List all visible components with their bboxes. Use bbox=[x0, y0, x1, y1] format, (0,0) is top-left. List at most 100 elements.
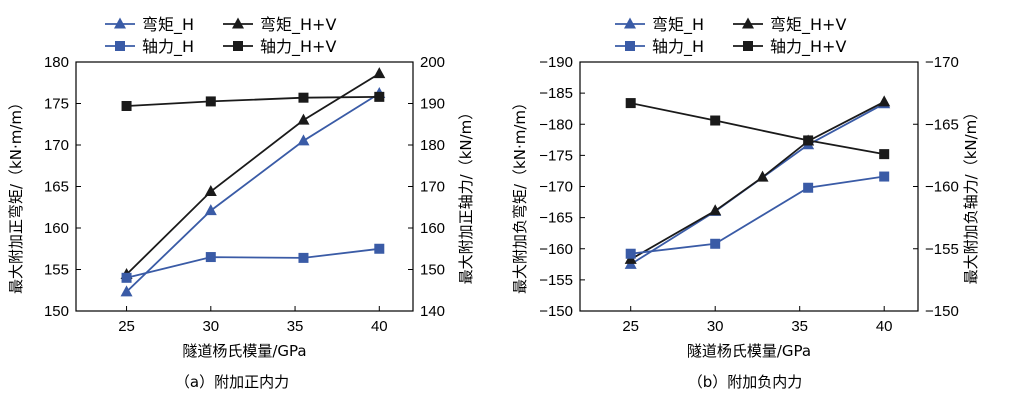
x-tick-label: 25 bbox=[622, 318, 639, 335]
series-弯矩_H+V bbox=[624, 95, 891, 264]
y-left-tick-label: −155 bbox=[539, 272, 573, 289]
y-right-tick-label: −150 bbox=[925, 303, 959, 320]
data-point bbox=[803, 135, 814, 146]
y-right-tick-label: −170 bbox=[925, 54, 959, 71]
data-point bbox=[373, 67, 386, 79]
legend-label: 轴力_H bbox=[652, 37, 704, 57]
data-point bbox=[374, 91, 385, 102]
y-right-tick-label: 160 bbox=[420, 220, 445, 237]
x-axis-label: 隧道杨氏模量/GPa bbox=[687, 342, 811, 360]
data-point bbox=[803, 182, 814, 193]
legend-swatch-marker bbox=[114, 17, 126, 29]
legend-item: 弯矩_H bbox=[105, 15, 194, 35]
legend-label: 轴力_H+V bbox=[770, 37, 846, 57]
y-left-tick-label: 150 bbox=[44, 303, 69, 320]
series-line bbox=[630, 102, 885, 155]
y-right-tick-label: 190 bbox=[420, 96, 445, 113]
x-tick-label: 25 bbox=[118, 318, 135, 335]
y-left-tick-label: 180 bbox=[44, 54, 69, 71]
x-axis-label: 隧道杨氏模量/GPa bbox=[182, 342, 306, 360]
y-left-tick-label: −190 bbox=[539, 54, 573, 71]
legend-swatch-marker bbox=[232, 17, 244, 29]
chart-panel-b: 25 30 35 40 −150 −155 −160 −165 −170 −175 −180 −185… bbox=[511, 15, 980, 391]
legend-label: 轴力_H+V bbox=[260, 37, 336, 57]
data-point bbox=[878, 95, 891, 107]
data-point bbox=[204, 204, 217, 216]
y-right-tick-label: −160 bbox=[925, 179, 959, 196]
legend-item: 轴力_H+V bbox=[223, 37, 336, 57]
x-tick-label: 40 bbox=[371, 318, 388, 335]
data-point bbox=[120, 285, 133, 297]
data-point bbox=[710, 238, 721, 249]
x-tick-label: 35 bbox=[791, 318, 808, 335]
y-left-axis-label: 最大附加正弯矩/（kN·m/m） bbox=[7, 95, 25, 294]
y-right-tick-label: −155 bbox=[925, 241, 959, 258]
data-point bbox=[879, 171, 890, 182]
data-point bbox=[709, 204, 722, 216]
legend-swatch-marker bbox=[624, 17, 636, 29]
y-left-tick-label: 155 bbox=[44, 262, 69, 279]
data-point bbox=[756, 170, 769, 182]
legend-label: 弯矩_H+V bbox=[770, 15, 846, 35]
series-弯矩_H bbox=[120, 87, 386, 297]
y-right-tick-label: 140 bbox=[420, 303, 445, 320]
y-right-tick-label: 200 bbox=[420, 54, 445, 71]
legend-label: 轴力_H bbox=[142, 37, 194, 57]
legend-swatch-marker bbox=[115, 41, 125, 51]
legend-item: 弯矩_H+V bbox=[733, 15, 846, 35]
chart-panel-a: 25 30 35 40 150 155 160 165 170 175 180 140 150 160 17… bbox=[7, 15, 475, 391]
legend-item: 弯矩_H+V bbox=[223, 15, 336, 35]
data-point bbox=[298, 92, 309, 103]
y-right-axis-label: 最大附加负轴力/（kN/m） bbox=[962, 105, 980, 285]
y-left-tick-label: −170 bbox=[539, 179, 573, 196]
series-line bbox=[125, 92, 380, 293]
legend-label: 弯矩_H bbox=[652, 15, 704, 35]
y-left-tick-label: 160 bbox=[44, 220, 69, 237]
data-point bbox=[625, 248, 636, 259]
legend-label: 弯矩_H+V bbox=[260, 15, 336, 35]
y-left-tick-label: −150 bbox=[539, 303, 573, 320]
data-point bbox=[297, 113, 310, 125]
y-left-tick-label: −160 bbox=[539, 241, 573, 258]
data-point bbox=[710, 115, 721, 126]
y-left-tick-label: 165 bbox=[44, 179, 69, 196]
legend-item: 轴力_H bbox=[615, 37, 704, 57]
series-轴力_H+V bbox=[625, 98, 890, 160]
legend: 弯矩_H 弯矩_H+V 轴力_H 轴力_H+V bbox=[105, 15, 336, 57]
panel-caption: （a）附加正内力 bbox=[175, 373, 289, 391]
y-left-tick-label: 175 bbox=[44, 96, 69, 113]
y-right-tick-label: −165 bbox=[925, 116, 959, 133]
y-left-tick-label: −180 bbox=[539, 116, 573, 133]
data-point bbox=[879, 149, 890, 160]
series-line bbox=[126, 96, 380, 107]
data-point bbox=[297, 134, 310, 146]
y-left-axis-label: 最大附加负弯矩/（kN·m/m） bbox=[511, 95, 529, 294]
data-point bbox=[374, 243, 385, 254]
legend-item: 轴力_H+V bbox=[733, 37, 846, 57]
data-point bbox=[121, 100, 132, 111]
y-left-tick-label: −165 bbox=[539, 210, 573, 227]
series-line bbox=[630, 102, 885, 266]
y-right-tick-label: 180 bbox=[420, 137, 445, 154]
legend-swatch-marker bbox=[742, 17, 754, 29]
series-弯矩_H bbox=[624, 97, 891, 269]
data-point bbox=[205, 252, 216, 263]
data-point bbox=[298, 252, 309, 263]
legend-swatch-marker bbox=[743, 41, 753, 51]
data-point bbox=[121, 272, 132, 283]
data-point bbox=[205, 96, 216, 107]
series-line bbox=[126, 247, 380, 279]
series-轴力_H+V bbox=[121, 91, 385, 111]
y-right-tick-label: 170 bbox=[420, 179, 445, 196]
legend-item: 弯矩_H bbox=[615, 15, 704, 35]
y-left-tick-label: 170 bbox=[44, 137, 69, 154]
x-tick-label: 30 bbox=[202, 318, 219, 335]
y-left-tick-label: −185 bbox=[539, 85, 573, 102]
series-line bbox=[630, 175, 885, 255]
y-right-axis-label: 最大附加正轴力/（kN/m） bbox=[457, 105, 475, 285]
legend-label: 弯矩_H bbox=[142, 15, 194, 35]
panel-caption: （b）附加负内力 bbox=[688, 373, 803, 391]
y-left-tick-label: −175 bbox=[539, 147, 573, 164]
legend-item: 轴力_H bbox=[105, 37, 194, 57]
